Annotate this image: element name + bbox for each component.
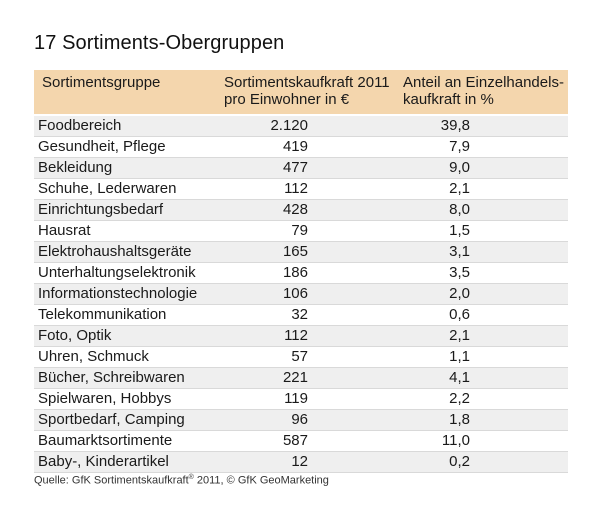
table-row: Bücher, Schreibwaren 221 4,1 [34,368,568,389]
cell-share: 1,1 [449,348,470,365]
cell-group: Foto, Optik [38,327,112,344]
cell-value: 112 [284,327,308,344]
cell-value: 477 [282,159,308,176]
header-group: Sortimentsgruppe [42,74,161,91]
cell-share: 9,0 [449,159,470,176]
header-purchasing-power: Sortimentskaufkraft 2011 pro Einwohner i… [224,74,390,108]
cell-value: 112 [284,180,308,197]
cell-value: 79 [291,222,308,239]
cell-share: 2,1 [449,327,470,344]
cell-value: 428 [282,201,308,218]
table-row: Hausrat 79 1,5 [34,221,568,242]
cell-group: Bücher, Schreibwaren [38,369,185,386]
cell-value: 32 [291,306,308,323]
cell-share: 11,0 [441,432,470,449]
table-row: Einrichtungsbedarf 428 8,0 [34,200,568,221]
table-row: Bekleidung 477 9,0 [34,158,568,179]
table-row: Baby-, Kinderartikel 12 0,2 [34,452,568,473]
table-row: Baumarktsortimente 587 11,0 [34,431,568,452]
cell-value: 587 [282,432,308,449]
table-row: Unterhaltungselektronik 186 3,5 [34,263,568,284]
cell-value: 57 [291,348,308,365]
cell-group: Informationstechnologie [38,285,198,302]
table-row: Uhren, Schmuck 57 1,1 [34,347,568,368]
table-row: Elektrohaushaltsgeräte 165 3,1 [34,242,568,263]
cell-share: 0,2 [449,453,470,470]
cell-share: 2,2 [449,390,470,407]
cell-share: 3,1 [449,243,470,260]
cell-value: 165 [282,243,308,260]
cell-group: Foodbereich [38,117,122,134]
table-row: Foodbereich 2.120 39,8 [34,116,568,137]
table-row: Telekommunikation 32 0,6 [34,305,568,326]
table-row: Spielwaren, Hobbys 119 2,2 [34,389,568,410]
cell-share: 1,5 [449,222,470,239]
cell-share: 0,6 [449,306,470,323]
table-row: Sportbedarf, Camping 96 1,8 [34,410,568,431]
cell-value: 419 [282,138,308,155]
cell-group: Uhren, Schmuck [38,348,149,365]
cell-group: Hausrat [38,222,91,239]
cell-group: Spielwaren, Hobbys [38,390,172,407]
table-row: Informationstechnologie 106 2,0 [34,284,568,305]
cell-share: 8,0 [449,201,470,218]
source-note: Quelle: GfK Sortimentskaufkraft® 2011, ©… [34,474,329,487]
cell-share: 2,0 [449,285,470,302]
cell-group: Einrichtungsbedarf [38,201,164,218]
cell-share: 1,8 [449,411,470,428]
cell-share: 7,9 [449,138,470,155]
table-row: Foto, Optik 112 2,1 [34,326,568,347]
cell-group: Telekommunikation [38,306,167,323]
cell-group: Unterhaltungselektronik [38,264,196,281]
table-row: Schuhe, Lederwaren 112 2,1 [34,179,568,200]
cell-group: Schuhe, Lederwaren [38,180,177,197]
cell-share: 4,1 [449,369,470,386]
cell-group: Sportbedarf, Camping [38,411,185,428]
cell-share: 3,5 [449,264,470,281]
header-share: Anteil an Einzelhandels- kaufkraft in % [403,74,564,108]
cell-group: Baby-, Kinderartikel [38,453,169,470]
cell-value: 2.120 [270,117,308,134]
cell-share: 2,1 [449,180,470,197]
table-header: Sortimentsgruppe Sortimentskaufkraft 201… [34,70,568,114]
page-title: 17 Sortiments-Obergruppen [34,32,285,54]
cell-group: Elektrohaushaltsgeräte [38,243,192,260]
cell-value: 119 [284,390,308,407]
cell-value: 186 [282,264,308,281]
cell-value: 221 [282,369,308,386]
cell-group: Bekleidung [38,159,113,176]
cell-share: 39,8 [440,117,470,134]
cell-value: 106 [282,285,308,302]
table-body: Foodbereich 2.120 39,8 Gesundheit, Pflege 41… [34,116,568,473]
cell-value: 12 [291,453,308,470]
cell-group: Baumarktsortimente [38,432,173,449]
cell-group: Gesundheit, Pflege [38,138,166,155]
cell-value: 96 [291,411,308,428]
table-row: Gesundheit, Pflege 419 7,9 [34,137,568,158]
data-table: Sortimentsgruppe Sortimentskaufkraft 201… [34,70,568,473]
